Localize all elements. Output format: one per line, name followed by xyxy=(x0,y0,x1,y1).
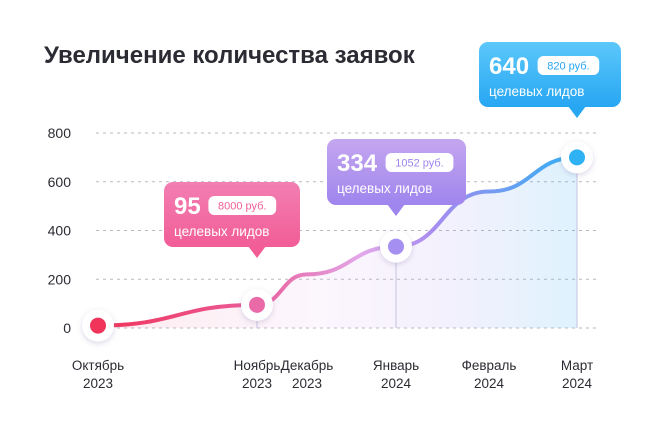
callout-value: 95 xyxy=(174,193,201,220)
chart-title: Увеличение количества заявок xyxy=(44,42,416,69)
y-tick-label: 200 xyxy=(48,271,72,287)
markers xyxy=(82,141,593,342)
callout-price: 8000 руб. xyxy=(218,201,267,213)
data-point xyxy=(380,230,412,263)
x-tick-label: Октябрь 2023 xyxy=(72,358,124,391)
series-line xyxy=(96,155,579,328)
callouts: 95 8000 руб. целевых лидов 334 1052 руб. целе… xyxy=(164,42,621,258)
series-area xyxy=(98,157,577,328)
callout: 95 8000 руб. целевых лидов xyxy=(164,182,300,258)
y-tick-label: 0 xyxy=(63,320,71,336)
callout-value: 334 xyxy=(337,150,378,177)
x-tick-label: Ноябрь 2023 xyxy=(234,358,281,391)
data-point xyxy=(82,309,114,342)
x-tick-label: Январь 2024 xyxy=(373,358,419,391)
callout-value: 640 xyxy=(489,53,529,80)
data-point xyxy=(561,141,593,174)
x-tick-label: Декабрь 2023 xyxy=(281,358,334,391)
callout-label: целевых лидов xyxy=(174,224,269,239)
x-tick-label: Март 2024 xyxy=(561,358,593,391)
x-tick-label: Февраль 2024 xyxy=(462,358,517,391)
callout-label: целевых лидов xyxy=(337,181,432,196)
y-tick-label: 800 xyxy=(48,125,72,141)
y-tick-label: 600 xyxy=(48,174,72,190)
callout-label: целевых лидов xyxy=(489,84,584,99)
callout: 334 1052 руб. целевых лидов xyxy=(327,139,466,216)
data-point xyxy=(241,288,273,321)
callout: 640 820 руб. целевых лидов xyxy=(479,42,621,118)
y-axis: 0 200 400 600 800 xyxy=(48,125,72,336)
callout-price: 820 руб. xyxy=(547,61,589,73)
y-tick-label: 400 xyxy=(48,223,72,239)
callout-price: 1052 руб. xyxy=(395,158,444,170)
